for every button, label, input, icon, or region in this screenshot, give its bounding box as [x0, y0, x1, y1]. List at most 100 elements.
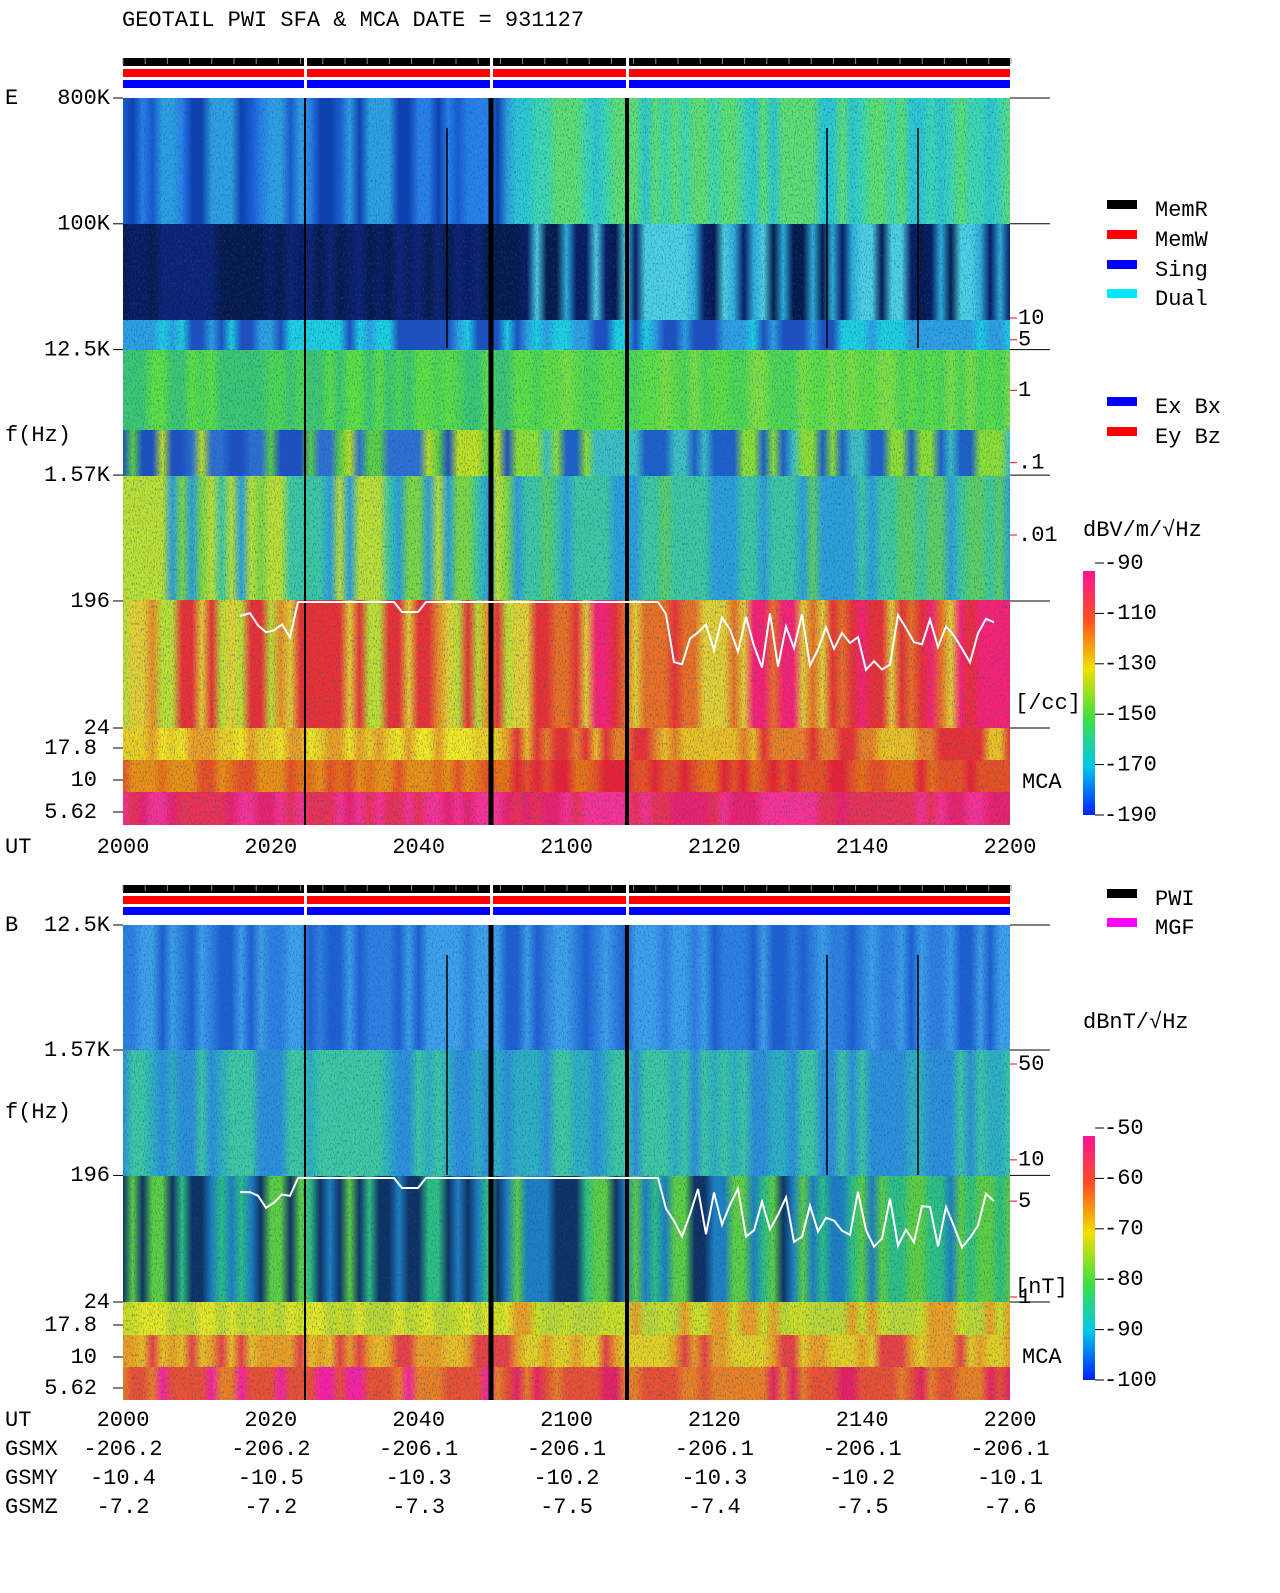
legend-swatch — [1107, 260, 1137, 269]
colorbar — [1083, 1136, 1095, 1380]
x-tick-label: 2000 — [97, 835, 150, 860]
legend-label: Sing — [1155, 258, 1208, 283]
orbit-value: -10.2 — [533, 1466, 599, 1491]
data-gap — [304, 98, 306, 825]
colorbar-tick-label: -90 — [1104, 551, 1144, 576]
orbit-value: -206.1 — [823, 1437, 902, 1462]
density-tick-label: 5 — [1018, 1189, 1031, 1214]
orbit-label: GSMZ — [5, 1495, 58, 1520]
density-tick-label: 5 — [1018, 328, 1031, 353]
status-gap — [626, 58, 629, 88]
density-tick-label: .1 — [1018, 450, 1044, 475]
x-tick-label: 2120 — [688, 1408, 741, 1433]
orbit-value: -206.2 — [231, 1437, 310, 1462]
orbit-value: -7.2 — [97, 1495, 150, 1520]
trace-line — [239, 1177, 995, 1250]
status-bar — [123, 896, 1010, 904]
orbit-value: -206.1 — [527, 1437, 606, 1462]
legend-swatch — [1107, 427, 1137, 436]
legend-swatch — [1107, 397, 1137, 406]
x-tick-label: 2200 — [984, 1408, 1037, 1433]
colorbar-tick-label: -190 — [1104, 803, 1157, 828]
panel-label: B — [5, 913, 18, 938]
density-label: [nT] — [1015, 1275, 1068, 1300]
y-tick-label: 12.5K — [44, 913, 111, 938]
panel-label: E — [5, 86, 18, 111]
orbit-value: -7.6 — [984, 1495, 1037, 1520]
orbit-label: GSMX — [5, 1437, 58, 1462]
density-tick-label: 1 — [1018, 1285, 1031, 1310]
y-tick-label: 196 — [70, 1163, 110, 1188]
status-gap — [304, 885, 307, 915]
x-tick-label: 2020 — [244, 835, 297, 860]
density-tick-label: .01 — [1018, 523, 1058, 548]
density-tick-label: 10 — [1018, 1148, 1044, 1173]
mca-channel-label: 10 — [71, 1345, 97, 1370]
x-axis-label: UT — [5, 1408, 31, 1433]
status-bar — [123, 69, 1010, 77]
status-bar — [123, 80, 1010, 88]
legend-label: MemR — [1155, 198, 1208, 223]
status-gap — [304, 58, 307, 88]
x-tick-label: 2000 — [97, 1408, 150, 1433]
orbit-value: -10.2 — [829, 1466, 895, 1491]
colorbar-label: dBnT/√Hz — [1083, 1010, 1189, 1035]
mca-channel-label: 17.8 — [44, 736, 97, 761]
colorbar-tick-label: -50 — [1104, 1116, 1144, 1141]
data-gap — [304, 925, 306, 1400]
colorbar-tick-label: -130 — [1104, 652, 1157, 677]
y-tick-label: 12.5K — [44, 337, 111, 362]
x-tick-label: 2020 — [244, 1408, 297, 1433]
data-gap — [625, 925, 629, 1400]
colorbar-tick-label: -170 — [1104, 752, 1157, 777]
mca-channel-label: 10 — [71, 768, 97, 793]
x-tick-label: 2120 — [688, 835, 741, 860]
density-tick-label: 10 — [1018, 306, 1044, 331]
y-tick-label: 100K — [57, 212, 111, 237]
y-tick-label: 196 — [70, 589, 110, 614]
orbit-value: -206.1 — [970, 1437, 1049, 1462]
legend-label: Dual — [1155, 287, 1208, 312]
x-tick-label: 2100 — [540, 1408, 593, 1433]
colorbar-tick-label: -70 — [1104, 1217, 1144, 1242]
x-axis-label: UT — [5, 835, 31, 860]
colorbar-label: dBV/m/√Hz — [1083, 518, 1202, 543]
colorbar-tick-label: -80 — [1104, 1267, 1144, 1292]
orbit-value: -7.5 — [836, 1495, 889, 1520]
data-gap — [488, 925, 494, 1400]
speckle — [123, 925, 1010, 1400]
legend-label: Ex Bx — [1155, 395, 1221, 420]
status-gap — [490, 58, 493, 88]
legend-swatch — [1107, 200, 1137, 209]
orbit-value: -10.3 — [386, 1466, 452, 1491]
legend-label: Ey Bz — [1155, 425, 1221, 450]
status-bar — [123, 907, 1010, 915]
trace-line — [239, 601, 995, 672]
x-tick-label: 2100 — [540, 835, 593, 860]
orbit-value: -10.1 — [977, 1466, 1043, 1491]
colorbar-tick-label: -60 — [1104, 1166, 1144, 1191]
status-gap — [490, 885, 493, 915]
orbit-value: -7.2 — [244, 1495, 297, 1520]
orbit-label: GSMY — [5, 1466, 58, 1491]
x-tick-label: 2140 — [836, 835, 889, 860]
orbit-value: -10.4 — [90, 1466, 156, 1491]
y-tick-label: 1.57K — [44, 1038, 111, 1063]
orbit-value: -206.2 — [83, 1437, 162, 1462]
title: GEOTAIL PWI SFA & MCA DATE = 931127 — [122, 8, 584, 33]
y-tick-label: 24 — [84, 716, 110, 741]
density-label: [/cc] — [1015, 691, 1081, 716]
density-tick-label: 50 — [1018, 1052, 1044, 1077]
mca-channel-label: 5.62 — [44, 1376, 97, 1401]
legend-swatch — [1107, 289, 1137, 298]
orbit-value: -10.3 — [681, 1466, 747, 1491]
legend-swatch — [1107, 918, 1137, 927]
mca-channel-label: 5.62 — [44, 800, 97, 825]
legend-swatch — [1107, 889, 1137, 898]
orbit-value: -206.1 — [675, 1437, 754, 1462]
x-tick-label: 2040 — [392, 835, 445, 860]
y-tick-label: 24 — [84, 1290, 110, 1315]
mca-label: MCA — [1022, 1345, 1062, 1370]
x-tick-label: 2040 — [392, 1408, 445, 1433]
